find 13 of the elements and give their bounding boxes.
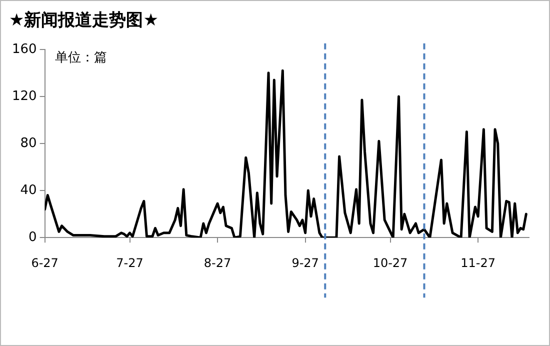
y-tick-label: 120: [12, 88, 37, 104]
y-tick-label: 40: [20, 182, 37, 198]
x-tick-label: 6-27: [31, 256, 58, 270]
x-tick-label: 10-27: [372, 256, 408, 270]
y-tick-label: 160: [12, 42, 37, 57]
x-tick-label: 7-27: [116, 256, 144, 270]
x-tick-label: 9-27: [292, 256, 319, 270]
annotation: 单位：篇: [54, 50, 107, 66]
chart-title: ★新闻报道走势图★: [9, 10, 158, 31]
x-tick-label: 11-27: [460, 256, 496, 270]
y-tick-label: 0: [28, 230, 37, 245]
x-tick-label: 8-27: [204, 256, 232, 270]
y-tick-label: 80: [20, 136, 37, 151]
